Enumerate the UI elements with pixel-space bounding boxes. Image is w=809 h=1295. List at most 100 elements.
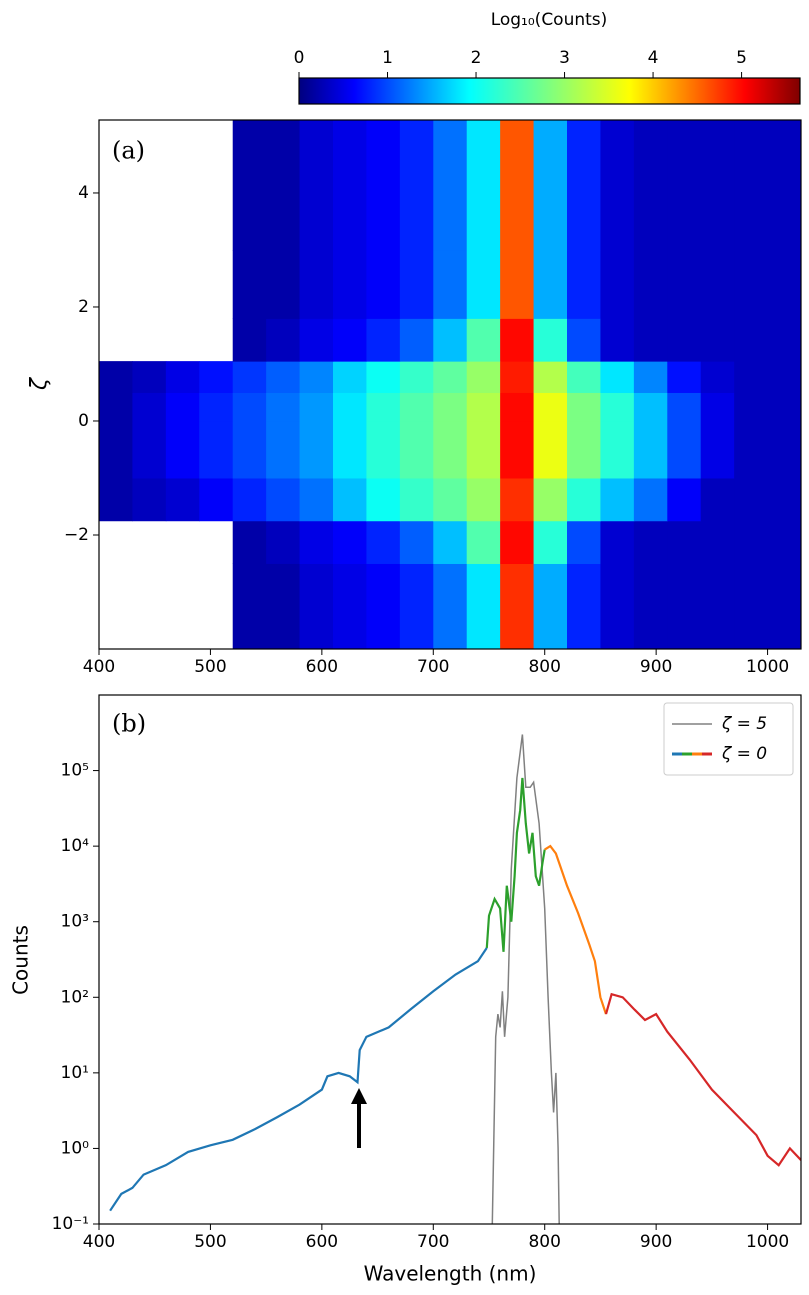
heatmap-cell: [266, 249, 301, 319]
x-tick-label: 400: [83, 657, 115, 677]
line: [109, 947, 488, 1212]
y-tick-label: 2: [78, 297, 89, 317]
heatmap-cell: [333, 477, 367, 522]
y-tick-label: 4: [78, 183, 89, 203]
heatmap-cell: [99, 392, 133, 422]
heatmap-cell: [600, 361, 635, 393]
heatmap-cell: [466, 249, 501, 319]
heatmap-cell: [500, 249, 535, 319]
heatmap-cell: [299, 249, 334, 319]
x-tick-label: 800: [528, 1232, 560, 1252]
heatmap-cell: [567, 249, 601, 319]
heatmap-cell: [734, 318, 769, 362]
heatmap-cell: [734, 520, 769, 564]
y-tick-label: 10⁻¹: [52, 1214, 89, 1234]
heatmap-cell: [333, 563, 367, 650]
heatmap-cell: [500, 420, 535, 479]
heatmap-cell: [333, 120, 367, 251]
colorbar-tick-label: 2: [471, 48, 482, 68]
heatmap-cell: [366, 420, 401, 479]
heatmap-cell: [366, 249, 401, 319]
heatmap-cell: [700, 249, 735, 319]
y-tick-label: 10⁰: [61, 1138, 90, 1158]
heatmap-cell: [466, 420, 501, 479]
heatmap-cell: [600, 420, 635, 479]
x-tick-label: 600: [306, 657, 338, 677]
heatmap-cell: [767, 563, 802, 650]
heatmap-cell: [366, 120, 401, 251]
x-tick-label: 900: [640, 1232, 672, 1252]
heatmap-cell: [533, 249, 568, 319]
heatmap-cell: [767, 249, 802, 319]
heatmap-cell: [333, 520, 367, 564]
heatmap-cell: [266, 420, 301, 479]
y-tick-label: 10³: [61, 912, 89, 932]
heatmap-cell: [433, 420, 468, 479]
heatmap-cell: [433, 361, 468, 393]
x-tick-label: 700: [417, 657, 449, 677]
heatmap-cell: [633, 318, 668, 362]
line: [491, 734, 560, 1224]
legend-label: ζ = 5: [721, 714, 767, 734]
heatmap-cell: [500, 477, 535, 522]
heatmap-cell: [667, 361, 702, 393]
heatmap-cell: [667, 249, 702, 319]
heatmap-cell: [667, 318, 702, 362]
heatmap-cell: [399, 563, 434, 650]
colorbar-tick-label: 1: [382, 48, 393, 68]
heatmap-cell: [266, 318, 301, 362]
heatmap-cell: [399, 249, 434, 319]
colorbar-frame: [298, 77, 801, 105]
heatmap-cell: [299, 120, 334, 251]
heatmap-cell: [266, 392, 301, 422]
heatmap-cell: [232, 318, 267, 362]
heatmap-cell: [333, 361, 367, 393]
x-tick-label: 600: [306, 1232, 338, 1252]
heatmap-cell: [466, 520, 501, 564]
panel-label: (b): [112, 710, 146, 738]
heatmap-cell: [667, 420, 702, 479]
heatmap-cell: [433, 318, 468, 362]
heatmap-cell: [734, 477, 769, 522]
heatmap-cell: [165, 392, 200, 422]
heatmap-cell: [533, 392, 568, 422]
heatmap-cell: [734, 249, 769, 319]
heatmap-cell: [466, 318, 501, 362]
heatmap-cell: [767, 392, 802, 422]
y-tick-label: 10⁵: [61, 761, 89, 781]
x-tick-label: 900: [640, 657, 672, 677]
heatmap-cell: [266, 361, 301, 393]
colorbar-tick-label: 4: [648, 48, 659, 68]
colorbar-tick-label: 3: [559, 48, 570, 68]
heatmap-cell: [199, 392, 234, 422]
heatmap-cell: [533, 361, 568, 393]
heatmap-cell: [667, 120, 702, 251]
heatmap-cell: [633, 120, 668, 251]
heatmap-cell: [700, 477, 735, 522]
heatmap-cell: [500, 318, 535, 362]
colorbar-tick-label: 5: [736, 48, 747, 68]
heatmap-cell: [165, 361, 200, 393]
heatmap-cell: [299, 563, 334, 650]
heatmap-cell: [366, 563, 401, 650]
panel-label: (a): [112, 137, 145, 165]
colorbar-tick-label: 0: [294, 48, 305, 68]
heatmap-cell: [700, 120, 735, 251]
heatmap-cell: [533, 420, 568, 479]
heatmap-cell: [734, 361, 769, 393]
heatmap-cell: [500, 563, 535, 650]
heatmap-cell: [99, 477, 133, 522]
heatmap-cell: [567, 563, 601, 650]
heatmap-cell: [165, 477, 200, 522]
heatmap-cell: [299, 392, 334, 422]
arrow-head: [351, 1088, 367, 1104]
heatmap-cell: [299, 477, 334, 522]
x-tick-label: 500: [194, 657, 226, 677]
heatmap-cell: [266, 477, 301, 522]
heatmap-cell: [533, 477, 568, 522]
heatmap-cell: [399, 361, 434, 393]
heatmap-cell: [767, 477, 802, 522]
heatmap-cell: [232, 392, 267, 422]
heatmap-cell: [232, 120, 267, 251]
heatmap-cell: [700, 392, 735, 422]
